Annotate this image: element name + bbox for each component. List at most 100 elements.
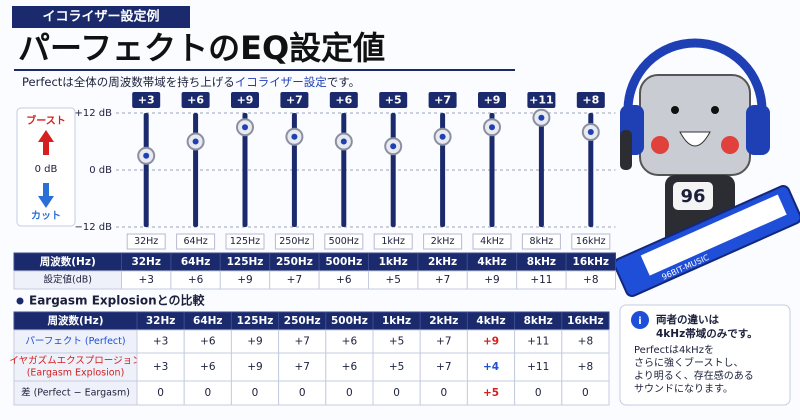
freq-box — [324, 233, 364, 250]
table-cell — [183, 352, 232, 382]
note-body: Perfectは4kHzを — [634, 344, 714, 356]
cell-text: 0 — [535, 387, 542, 399]
slider-track — [341, 113, 347, 227]
note-title: 両者の違いは — [656, 313, 719, 326]
knob-center — [538, 114, 545, 121]
value-label: +7 — [434, 94, 451, 107]
cell-text: 8kHz — [524, 315, 553, 327]
robot-head — [639, 74, 751, 176]
cell-text: 0 — [393, 387, 400, 399]
table-cell — [372, 380, 421, 406]
cell-text: +9 — [247, 361, 262, 373]
boost-arrow — [38, 130, 54, 155]
x-tick-label: 16kHz — [576, 236, 606, 247]
cell-text: +7 — [435, 274, 450, 286]
value-badge — [527, 92, 556, 108]
cell-text: +5 — [385, 274, 400, 286]
cell-text: 64Hz — [193, 315, 223, 327]
table-cell — [561, 380, 610, 406]
subtitle-part: Perfectは全体の周波数帯域を持ち上げる — [22, 75, 235, 89]
row-label: 周波数(Hz) — [40, 255, 96, 268]
robot-mouth — [679, 131, 711, 147]
cell-text: +11 — [530, 274, 552, 286]
robot: 96 96BIT-MUSIC — [613, 38, 800, 298]
slider-track — [489, 113, 495, 227]
legend-cut: カット — [31, 210, 61, 222]
cell-text: +5 — [483, 387, 499, 399]
cut-arrow — [38, 183, 54, 208]
x-tick-label: 32Hz — [134, 236, 158, 247]
row-label: パーフェクト (Perfect) — [25, 336, 125, 347]
value-label: +11 — [529, 94, 554, 107]
x-tick-label: 500Hz — [329, 236, 359, 247]
cell-text: +5 — [389, 336, 404, 348]
cell-text: +8 — [583, 274, 598, 286]
keytar-keys — [640, 194, 787, 276]
x-tick-label: 64Hz — [183, 236, 207, 247]
note-body: より明るく、存在感のある — [634, 369, 754, 382]
row-label: 設定値(dB) — [44, 274, 92, 286]
knob-center — [192, 138, 199, 145]
cell-text: +6 — [200, 361, 216, 373]
freq-box — [423, 233, 463, 250]
cell-text: +3 — [138, 274, 153, 286]
subtitle-part: です。 — [327, 75, 360, 89]
knob-center — [340, 138, 347, 145]
value-badge — [576, 92, 605, 108]
cell-text: 4kHz — [477, 256, 506, 268]
robot-display-box — [673, 182, 713, 210]
row-label: イヤガズムエクスプロージョン — [9, 355, 141, 367]
y-tick-label: −12 dB — [75, 222, 113, 233]
knob-center — [291, 133, 298, 140]
cell-text: 500Hz — [331, 315, 368, 327]
cell-text: 125Hz — [237, 315, 274, 327]
table-cell — [514, 380, 563, 406]
note-box — [619, 304, 791, 406]
slider-track — [390, 113, 396, 227]
legend-box — [16, 107, 76, 227]
table-cell — [278, 380, 327, 406]
cell-text: +7 — [436, 336, 451, 348]
x-tick-label: 8kHz — [530, 236, 554, 247]
value-label: +8 — [582, 94, 599, 107]
cell-text: 16kHz — [573, 256, 610, 268]
cell-text: 0 — [582, 387, 589, 399]
cell-text: 16kHz — [567, 315, 604, 327]
cell-text: +7 — [287, 274, 302, 286]
cell-text: +8 — [578, 361, 593, 373]
cell-text: +6 — [336, 274, 352, 286]
value-badge — [231, 92, 259, 108]
table-cell — [13, 380, 138, 406]
knob-center — [390, 143, 397, 150]
slider-track — [538, 113, 544, 227]
cell-text: 1kHz — [379, 256, 408, 268]
legend-boost: ブースト — [26, 114, 66, 127]
cell-text: +9 — [237, 274, 252, 286]
slider-track — [588, 113, 594, 227]
cell-text: 0 — [346, 387, 353, 399]
value-badge — [280, 92, 309, 108]
robot-arm — [620, 130, 632, 170]
row-label: (Eargasm Explosion) — [27, 368, 125, 379]
badge-box — [12, 6, 190, 28]
cell-text: +8 — [578, 336, 593, 348]
cell-text: +6 — [342, 336, 358, 348]
y-tick-label: +12 dB — [75, 108, 113, 119]
robot-eye — [671, 106, 679, 114]
cell-text: +3 — [153, 336, 168, 348]
bullet — [16, 297, 24, 305]
cell-text: +7 — [294, 336, 309, 348]
cell-text: 32Hz — [146, 315, 176, 327]
x-tick-label: 4kHz — [480, 236, 504, 247]
x-tick-label: 125Hz — [230, 236, 260, 247]
note-icon: i — [638, 316, 641, 327]
cell-text: +9 — [483, 336, 499, 348]
freq-box — [373, 233, 413, 250]
freq-box — [472, 233, 512, 250]
cell-text: 2kHz — [428, 256, 457, 268]
slider-track — [193, 113, 199, 227]
value-label: +3 — [138, 94, 155, 107]
table-cell — [419, 380, 468, 406]
table-cell — [136, 352, 185, 382]
value-label: +7 — [286, 94, 303, 107]
